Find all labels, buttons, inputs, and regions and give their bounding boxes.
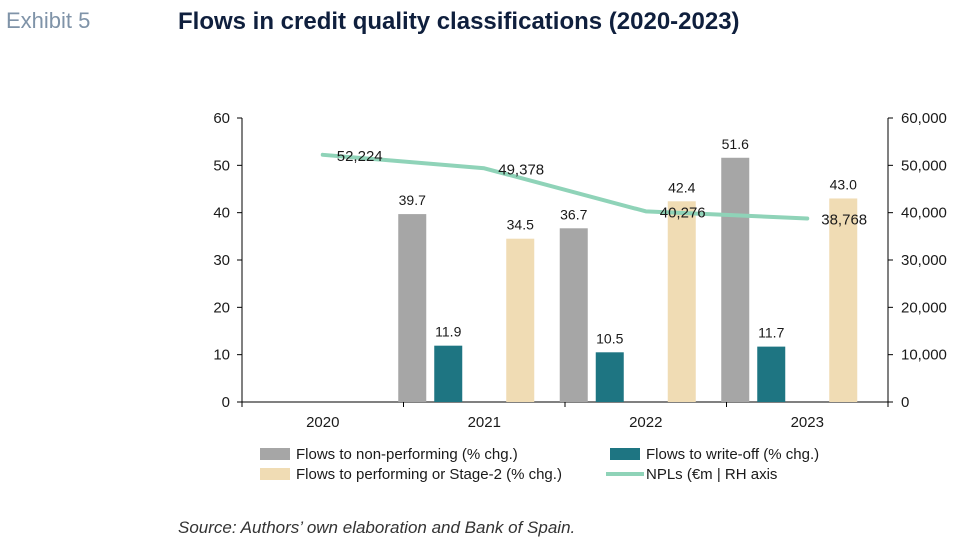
bar bbox=[506, 238, 535, 402]
left-tick-label: 20 bbox=[213, 299, 230, 316]
bar bbox=[829, 198, 858, 402]
chart-legend: Flows to non-performing (% chg.) Flows to… bbox=[260, 446, 819, 483]
left-tick-label: 30 bbox=[213, 252, 230, 269]
legend-label: NPLs (€m | RH axis bbox=[646, 466, 777, 483]
source-note: Source: Authors’ own elaboration and Ban… bbox=[178, 518, 576, 537]
legend-swatch bbox=[260, 448, 290, 460]
right-tick-label: 30,000 bbox=[901, 252, 947, 269]
right-tick-label: 20,000 bbox=[901, 299, 947, 316]
right-tick-label: 40,000 bbox=[901, 205, 947, 222]
x-tick-label: 2023 bbox=[791, 414, 824, 431]
bar-value-label: 11.7 bbox=[758, 325, 784, 341]
line-value-label: 38,768 bbox=[821, 211, 867, 228]
bar-value-label: 51.6 bbox=[722, 136, 749, 152]
exhibit-label: Exhibit 5 bbox=[6, 8, 91, 33]
bar-value-label: 34.5 bbox=[507, 217, 534, 233]
npl-line bbox=[320, 152, 810, 221]
right-tick-label: 0 bbox=[901, 394, 909, 411]
bar-value-label: 10.5 bbox=[596, 330, 623, 346]
right-tick-label: 50,000 bbox=[901, 157, 947, 174]
bar bbox=[559, 228, 588, 402]
left-tick-label: 60 bbox=[213, 110, 230, 127]
left-tick-label: 50 bbox=[213, 157, 230, 174]
chart-title: Flows in credit quality classifications … bbox=[178, 8, 740, 35]
chart-line bbox=[320, 152, 810, 221]
legend-label: Flows to non-performing (% chg.) bbox=[296, 446, 518, 463]
bar-value-label: 43.0 bbox=[830, 176, 857, 192]
bar-value-label: 36.7 bbox=[560, 206, 587, 222]
chart-labels: 39.7 36.7 51.6 11.9 10.5 11.7 34.5 42.4 43.0 52,2… bbox=[337, 136, 867, 347]
legend-label: Flows to write-off (% chg.) bbox=[646, 446, 819, 463]
chart-bars bbox=[398, 157, 858, 402]
bar-value-label: 39.7 bbox=[399, 192, 426, 208]
bar-value-label: 42.4 bbox=[668, 179, 695, 195]
line-value-label: 52,224 bbox=[337, 148, 383, 165]
bar bbox=[595, 352, 624, 402]
bar bbox=[721, 157, 750, 402]
line-value-label: 40,276 bbox=[660, 204, 706, 221]
left-tick-label: 40 bbox=[213, 205, 230, 222]
bar bbox=[667, 201, 696, 402]
bar-value-label: 11.9 bbox=[435, 324, 461, 340]
x-tick-label: 2022 bbox=[629, 414, 662, 431]
legend-swatch bbox=[260, 468, 290, 480]
left-tick-label: 10 bbox=[213, 347, 230, 364]
right-tick-label: 60,000 bbox=[901, 110, 947, 127]
left-tick-label: 0 bbox=[222, 394, 230, 411]
x-tick-label: 2020 bbox=[306, 414, 339, 431]
legend-swatch bbox=[610, 448, 640, 460]
bar bbox=[757, 346, 786, 402]
chart-axes: 0 10 20 30 40 50 60 0 10,000 20,000 30,000 40,000 50… bbox=[213, 110, 947, 431]
line-value-label: 49,378 bbox=[498, 161, 544, 178]
right-tick-label: 10,000 bbox=[901, 347, 947, 364]
legend-label: Flows to performing or Stage-2 (% chg.) bbox=[296, 466, 562, 483]
x-tick-label: 2021 bbox=[468, 414, 501, 431]
bar bbox=[434, 345, 463, 402]
bar bbox=[398, 214, 427, 402]
